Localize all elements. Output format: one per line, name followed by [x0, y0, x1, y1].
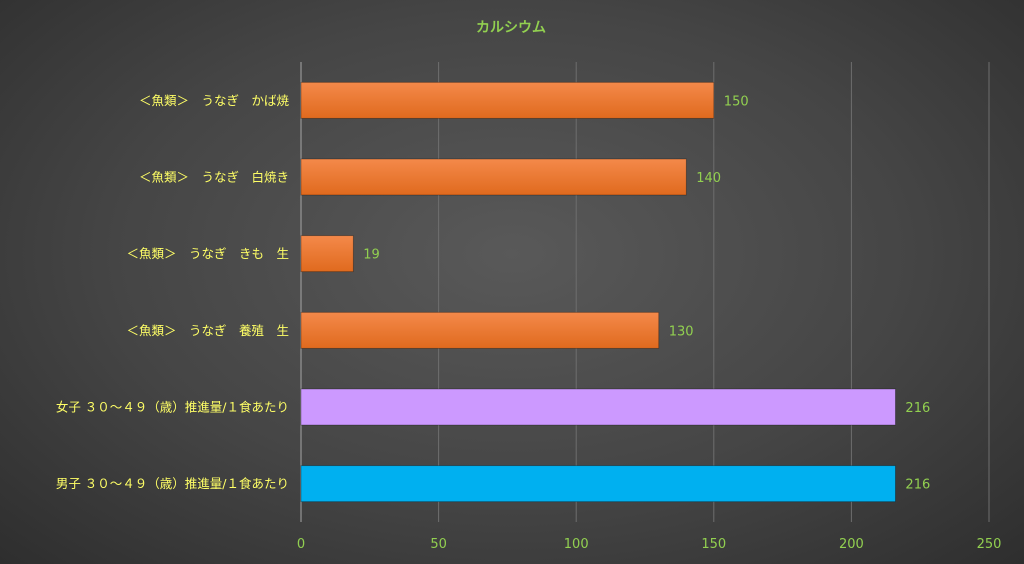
- category-label: ＜魚類＞ うなぎ 白焼き: [139, 170, 289, 185]
- x-tick-label: 50: [430, 537, 447, 552]
- data-labels: 150 140 19 130 216 216: [363, 94, 930, 492]
- bars: [300, 81, 896, 503]
- bar: [300, 311, 660, 349]
- chart-title: カルシウム: [476, 20, 546, 36]
- category-label: 男子 ３０～４９（歳）推進量/１食あたり: [56, 476, 289, 491]
- gridlines: [300, 62, 990, 522]
- bar: [300, 158, 687, 196]
- x-tick-label: 200: [839, 537, 864, 552]
- bar: [300, 235, 354, 273]
- bar: [300, 388, 896, 426]
- data-label: 150: [724, 94, 749, 109]
- x-tick-label: 0: [297, 537, 305, 552]
- category-label: 女子 ３０～４９（歳）推進量/１食あたり: [56, 400, 289, 415]
- x-tick-label: 100: [564, 537, 589, 552]
- x-tick-labels: 0 50 100 150 200 250: [297, 537, 1002, 552]
- data-label: 216: [905, 401, 930, 416]
- data-label: 130: [669, 324, 694, 339]
- data-label: 216: [905, 478, 930, 493]
- category-label: ＜魚類＞ うなぎ 養殖 生: [126, 323, 289, 338]
- x-tick-label: 150: [701, 537, 726, 552]
- data-label: 140: [696, 171, 721, 186]
- category-labels: ＜魚類＞ うなぎ かば焼 ＜魚類＞ うなぎ 白焼き ＜魚類＞ うなぎ きも 生 ＜魚類…: [56, 93, 290, 491]
- category-label: ＜魚類＞ うなぎ かば焼: [139, 93, 290, 108]
- data-label: 19: [363, 248, 380, 263]
- x-tick-label: 250: [977, 537, 1002, 552]
- category-label: ＜魚類＞ うなぎ きも 生: [126, 246, 289, 261]
- bar: [300, 81, 715, 119]
- bar: [300, 465, 896, 503]
